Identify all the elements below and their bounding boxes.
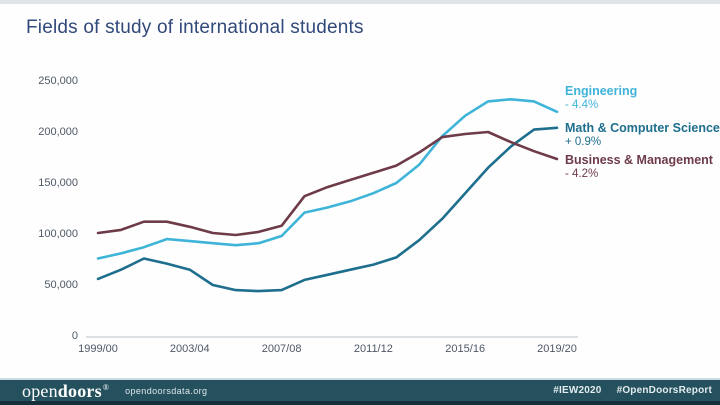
logo-open-text: open: [22, 380, 58, 401]
footer-top-border: [0, 378, 720, 380]
business-management-line: [96, 130, 559, 237]
bottom-edge-strip: [0, 401, 720, 405]
math-computer-science-line: [96, 126, 559, 293]
page-title: Fields of study of international student…: [26, 17, 364, 38]
engineering-line: [96, 98, 559, 260]
registered-mark-icon: ®: [102, 382, 110, 392]
footer-website: opendoorsdata.org: [125, 385, 208, 396]
opendoors-logo: opendoors®: [22, 382, 109, 400]
footer-bar: opendoors® opendoorsdata.org #IEW2020 #O…: [0, 380, 720, 401]
top-edge-strip: [0, 0, 720, 4]
footer-hashtags: #IEW2020 #OpenDoorsReport: [553, 385, 712, 396]
hashtag-opendoorsreport: #OpenDoorsReport: [616, 385, 712, 396]
logo-doors-text: doors: [57, 380, 102, 401]
hashtag-iew2020: #IEW2020: [553, 385, 602, 396]
